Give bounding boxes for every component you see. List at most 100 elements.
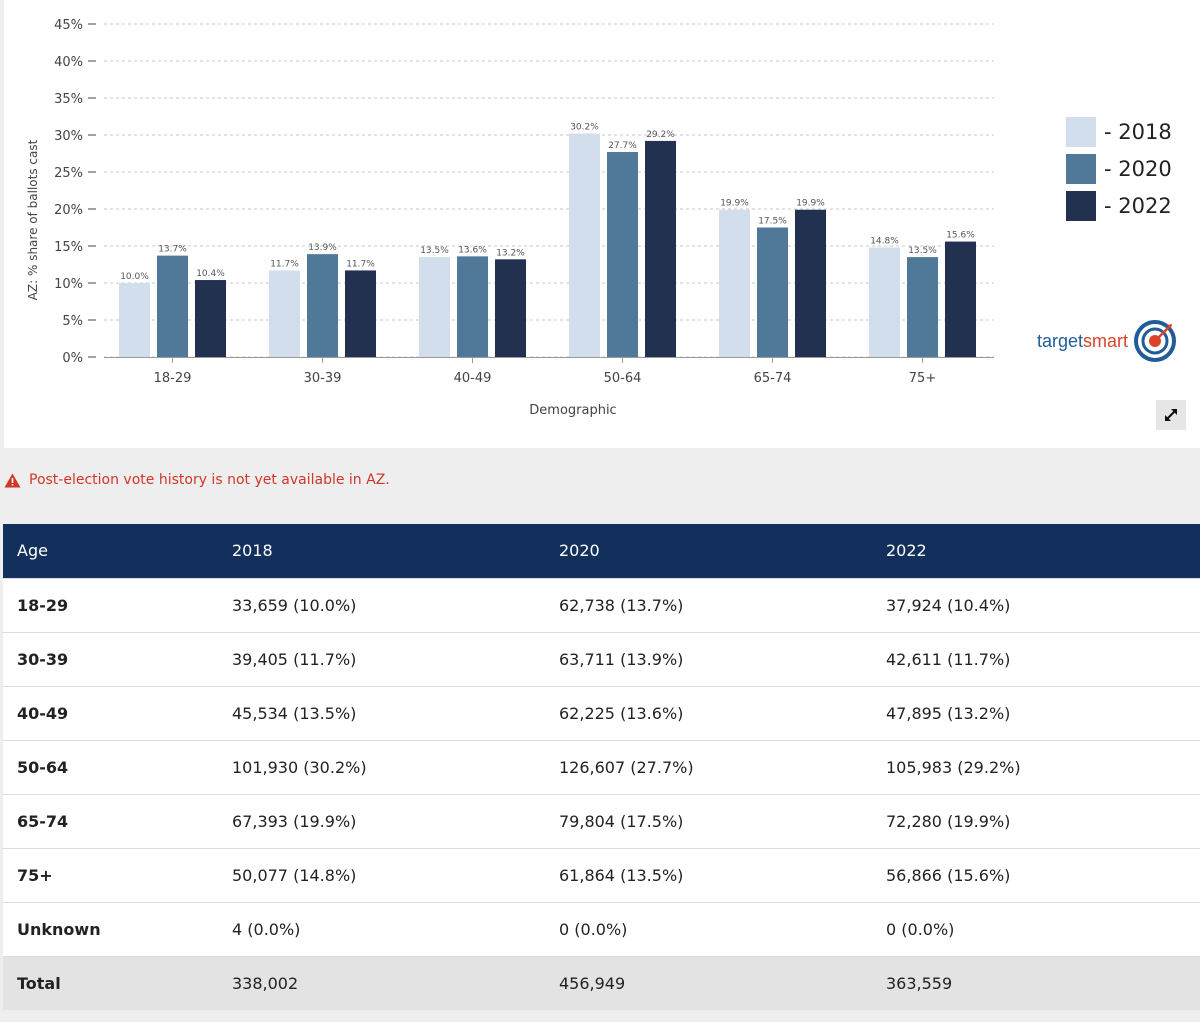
- data-label: 10.0%: [120, 272, 149, 282]
- data-label: 30.2%: [570, 123, 599, 133]
- table-row: 65-74 67,393 (19.9%) 79,804 (17.5%) 72,280 …: [3, 793, 1200, 848]
- brand-wordmark: targetsmart: [1037, 331, 1128, 352]
- bar-2020-65-74: [757, 227, 788, 357]
- data-label: 19.9%: [796, 199, 825, 209]
- data-label: 13.7%: [158, 245, 187, 255]
- header-age[interactable]: Age: [17, 541, 48, 561]
- bar-2022-75+: [945, 241, 976, 357]
- bar-2018-30-39: [269, 270, 300, 357]
- table-row: 50-64 101,930 (30.2%) 126,607 (27.7%) 105,9…: [3, 739, 1200, 794]
- vote-history-notice: Post-election vote history is not yet av…: [4, 472, 390, 488]
- legend-item-2018[interactable]: - 2018: [1066, 114, 1172, 150]
- header-2020[interactable]: 2020: [559, 541, 600, 561]
- data-label: 13.9%: [308, 243, 337, 253]
- table-cell-value: 126,607 (27.7%): [545, 739, 872, 794]
- data-label: 29.2%: [646, 130, 675, 140]
- data-label: 14.8%: [870, 236, 899, 246]
- table-cell-age: Unknown: [3, 901, 218, 956]
- expand-arrows-icon: [1165, 409, 1177, 421]
- table-cell-value: 79,804 (17.5%): [545, 793, 872, 848]
- legend-label-2018: - 2018: [1104, 120, 1172, 144]
- table-cell-value: 39,405 (11.7%): [218, 631, 545, 686]
- bar-2020-50-64: [607, 152, 638, 357]
- age-breakdown-table: Age 2018 2020 2022 18-29 33,659 (10.0%) 62…: [3, 524, 1200, 1010]
- table-cell-age: 50-64: [3, 739, 218, 794]
- table-cell-value: 61,864 (13.5%): [545, 847, 872, 902]
- table-cell-value: 101,930 (30.2%): [218, 739, 545, 794]
- table-cell-value: 363,559: [872, 955, 1200, 1010]
- y-tick-label: 45%: [54, 18, 83, 33]
- table-cell-value: 50,077 (14.8%): [218, 847, 545, 902]
- table-cell-value: 62,738 (13.7%): [545, 577, 872, 632]
- table-cell-age: 30-39: [3, 631, 218, 686]
- bar-chart: 0% 5% 10% 15% 20% 25% 30% 35% 40% 45% AZ: % share …: [26, 18, 994, 418]
- table-row: Unknown 4 (0.0%) 0 (0.0%) 0 (0.0%): [3, 901, 1200, 956]
- legend-item-2022[interactable]: - 2022: [1066, 188, 1172, 224]
- y-tick-label: 0%: [62, 351, 83, 366]
- table-cell-value: 42,611 (11.7%): [872, 631, 1200, 686]
- legend-swatch-2018: [1066, 117, 1096, 147]
- data-label: 11.7%: [346, 259, 375, 269]
- data-label: 10.4%: [196, 269, 225, 279]
- bar-2022-30-39: [345, 270, 376, 357]
- bar-2020-30-39: [307, 254, 338, 357]
- header-2018[interactable]: 2018: [232, 541, 273, 561]
- table-cell-value: 45,534 (13.5%): [218, 685, 545, 740]
- legend-label-2022: - 2022: [1104, 194, 1172, 218]
- y-tick-label: 30%: [54, 129, 83, 144]
- x-tick-label: 30-39: [304, 371, 342, 386]
- y-tick-label: 25%: [54, 166, 83, 181]
- data-label: 15.6%: [946, 231, 975, 241]
- bar-2020-75+: [907, 257, 938, 357]
- y-axis-title: AZ: % share of ballots cast: [26, 139, 40, 300]
- bar-2022-65-74: [795, 209, 826, 357]
- table-total-row: Total 338,002 456,949 363,559: [3, 955, 1200, 1010]
- data-label: 13.5%: [908, 246, 937, 256]
- table-cell-value: 72,280 (19.9%): [872, 793, 1200, 848]
- x-tick-label: 50-64: [604, 371, 642, 386]
- table-cell-value: 4 (0.0%): [218, 901, 545, 956]
- y-tick-label: 35%: [54, 92, 83, 107]
- bar-2022-18-29: [195, 280, 226, 357]
- legend-item-2020[interactable]: - 2020: [1066, 151, 1172, 187]
- table-cell-value: 0 (0.0%): [872, 901, 1200, 956]
- legend-swatch-2022: [1066, 191, 1096, 221]
- table-cell-value: 56,866 (15.6%): [872, 847, 1200, 902]
- chart-legend: - 2018 - 2020 - 2022: [1066, 114, 1172, 225]
- x-tick-label: 75+: [909, 371, 936, 386]
- data-label: 13.2%: [496, 248, 525, 258]
- expand-button[interactable]: [1156, 400, 1186, 430]
- data-label: 17.5%: [758, 217, 787, 227]
- bar-2018-75+: [869, 247, 900, 357]
- bar-2022-50-64: [645, 140, 676, 357]
- x-tick-label: 18-29: [154, 371, 192, 386]
- table-cell-value: 456,949: [545, 955, 872, 1010]
- bar-2018-65-74: [719, 209, 750, 357]
- x-tick-label: 40-49: [454, 371, 492, 386]
- table-cell-value: 63,711 (13.9%): [545, 631, 872, 686]
- data-label: 13.6%: [458, 245, 487, 255]
- legend-label-2020: - 2020: [1104, 157, 1172, 181]
- table-cell-age: Total: [3, 955, 218, 1010]
- table-cell-age: 75+: [3, 847, 218, 902]
- table-cell-value: 47,895 (13.2%): [872, 685, 1200, 740]
- bar-2018-50-64: [569, 133, 600, 357]
- data-label: 13.5%: [420, 246, 449, 256]
- y-tick-label: 40%: [54, 55, 83, 70]
- data-label: 11.7%: [270, 259, 299, 269]
- bar-2018-40-49: [419, 257, 450, 357]
- y-tick-label: 20%: [54, 203, 83, 218]
- data-label: 19.9%: [720, 199, 749, 209]
- brand-text-part2: smart: [1083, 330, 1129, 351]
- x-tick-label: 65-74: [754, 371, 792, 386]
- legend-swatch-2020: [1066, 154, 1096, 184]
- header-2022[interactable]: 2022: [886, 541, 927, 561]
- chart-panel: 0% 5% 10% 15% 20% 25% 30% 35% 40% 45% AZ: % share …: [4, 0, 1200, 448]
- table-cell-value: 37,924 (10.4%): [872, 577, 1200, 632]
- x-axis-title: Demographic: [529, 403, 616, 418]
- targetsmart-logo: targetsmart: [1037, 320, 1177, 362]
- table-cell-age: 65-74: [3, 793, 218, 848]
- table-row: 40-49 45,534 (13.5%) 62,225 (13.6%) 47,895 …: [3, 685, 1200, 740]
- y-tick-label: 10%: [54, 277, 83, 292]
- bar-2020-18-29: [157, 255, 188, 357]
